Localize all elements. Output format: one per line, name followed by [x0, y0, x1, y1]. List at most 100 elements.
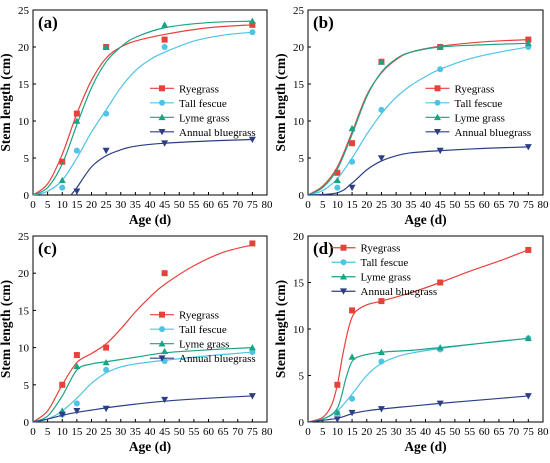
legend-marker — [158, 355, 166, 362]
y-tick-label: 5 — [24, 153, 30, 165]
x-tick-label: 75 — [523, 426, 535, 438]
x-tick-label: 10 — [57, 199, 69, 211]
data-point — [103, 366, 110, 373]
y-tick-label: 20 — [293, 42, 305, 54]
legend-label: Tall fescue — [179, 98, 227, 110]
data-point — [161, 44, 168, 50]
legend-label: Annual bluegrass — [361, 286, 438, 298]
x-tick-label: 30 — [391, 199, 403, 211]
x-tick-label: 15 — [71, 199, 83, 211]
data-point — [348, 124, 356, 132]
x-tick-label: 45 — [159, 199, 171, 211]
data-point — [437, 279, 444, 286]
x-tick-label: 40 — [145, 426, 157, 438]
x-axis-label: Age (d) — [404, 212, 446, 227]
data-point — [333, 409, 341, 416]
x-tick-label: 20 — [361, 426, 373, 438]
series-line-lyme-grass — [307, 42, 529, 196]
x-tick-label: 5 — [320, 199, 326, 211]
panel-label: (c) — [38, 239, 57, 258]
legend-label: Tall fescue — [179, 324, 227, 336]
legend-label: Annual bluegrass — [179, 127, 256, 139]
data-point — [378, 358, 385, 365]
legend-marker — [340, 244, 347, 251]
y-tick-label: 15 — [18, 79, 30, 91]
data-point — [377, 155, 385, 162]
legend-label: Ryegrass — [455, 83, 495, 95]
legend: Ryegrass Tall fescue Lyme grass Annual blue… — [331, 243, 438, 298]
x-tick-label: 60 — [479, 426, 491, 438]
legend-label: Ryegrass — [179, 83, 219, 95]
data-point — [525, 36, 532, 43]
data-point — [73, 408, 81, 415]
data-point — [161, 347, 169, 355]
data-point — [161, 36, 168, 43]
data-point — [349, 140, 356, 147]
x-tick-label: 70 — [232, 426, 244, 438]
data-point — [378, 298, 385, 305]
legend-marker — [159, 99, 165, 106]
x-tick-label: 5 — [45, 199, 51, 211]
y-tick-label: 25 — [293, 5, 305, 17]
y-tick-label: 20 — [293, 231, 305, 243]
y-tick-label: 0 — [299, 190, 305, 202]
x-tick-label: 20 — [86, 199, 98, 211]
y-tick-label: 20 — [18, 268, 30, 280]
x-tick-label: 55 — [464, 199, 476, 211]
data-point — [248, 136, 256, 143]
data-point — [524, 39, 532, 47]
data-point — [103, 344, 110, 351]
legend-label: Tall fescue — [455, 98, 503, 110]
legend-marker — [159, 311, 165, 318]
x-tick-label: 10 — [332, 199, 344, 211]
x-tick-label: 35 — [130, 426, 142, 438]
x-tick-label: 45 — [159, 426, 171, 438]
x-tick-label: 35 — [405, 199, 417, 211]
data-point — [348, 409, 356, 417]
data-point — [333, 416, 341, 423]
x-tick-label: 50 — [174, 426, 186, 438]
panel-c: 0 5 10 15 20 25 30 35 40 45 50 55 60 65 70 75 8005101520… — [0, 231, 273, 454]
data-point — [161, 21, 169, 28]
x-tick-label: 65 — [218, 199, 230, 211]
y-tick-label: 10 — [293, 324, 305, 336]
legend: Ryegrass Tall fescue Lyme grass Annual blue… — [150, 83, 256, 139]
data-point — [334, 184, 341, 191]
x-tick-label: 0 — [30, 199, 36, 211]
legend-marker — [340, 259, 347, 266]
data-point — [334, 169, 341, 176]
series-line-annual-bluegrass — [307, 146, 529, 196]
x-axis-label: Age (d) — [404, 439, 446, 454]
x-tick-label: 20 — [361, 199, 373, 211]
y-tick-label: 5 — [299, 371, 305, 383]
y-axis-label: Stem length (cm) — [273, 280, 288, 378]
y-axis-label: Stem length (cm) — [273, 53, 288, 151]
x-tick-label: 20 — [86, 426, 98, 438]
legend-label: Ryegrass — [361, 243, 401, 255]
legend-marker — [434, 113, 441, 121]
x-tick-label: 80 — [262, 199, 274, 211]
data-point — [348, 184, 356, 192]
legend-label: Lyme grass — [179, 112, 229, 124]
data-point — [103, 110, 110, 117]
x-tick-label: 55 — [188, 199, 200, 211]
data-point — [349, 158, 356, 165]
x-tick-label: 5 — [320, 426, 326, 438]
y-tick-label: 25 — [18, 5, 30, 17]
data-point — [349, 307, 356, 314]
x-tick-label: 45 — [435, 199, 447, 211]
data-point — [73, 352, 80, 359]
data-point — [73, 400, 80, 407]
x-tick-label: 80 — [538, 426, 550, 438]
x-tick-label: 0 — [30, 426, 36, 438]
x-tick-label: 25 — [101, 426, 113, 438]
data-point — [73, 147, 80, 154]
legend-marker — [159, 85, 165, 92]
series-line-annual-bluegrass — [32, 395, 253, 423]
data-point — [377, 348, 385, 356]
x-tick-label: 60 — [479, 199, 491, 211]
x-tick-label: 50 — [449, 426, 461, 438]
data-point — [524, 393, 532, 400]
data-point — [249, 21, 256, 28]
x-tick-label: 0 — [305, 426, 311, 438]
